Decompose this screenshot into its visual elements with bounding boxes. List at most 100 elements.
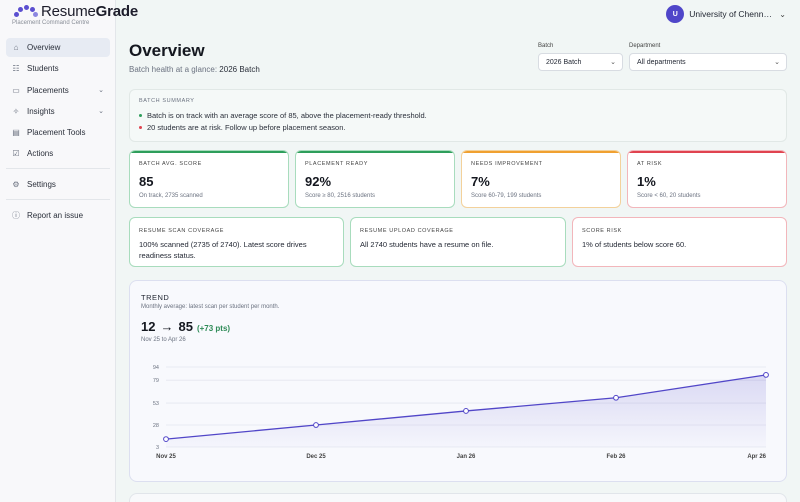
sidebar-item-placements[interactable]: ▭ Placements ⌄ — [6, 81, 110, 100]
sidebar-item-overview[interactable]: ⌂ Overview — [6, 38, 110, 57]
batch-filter-label: Batch — [538, 43, 554, 49]
kpi-title: BATCH AVG. SCORE — [139, 161, 202, 167]
summary-line: 20 students are at risk. Follow up befor… — [139, 123, 345, 132]
kpi-placement-ready[interactable]: PLACEMENT READY 92% Score ≥ 80, 2516 stu… — [295, 150, 455, 208]
data-point — [163, 436, 169, 442]
y-tick-label: 79 — [153, 378, 159, 384]
y-tick-label: 94 — [153, 365, 159, 371]
kpi-subtext: Score < 60, 20 students — [637, 193, 701, 199]
trend-headline: 12 → 85 (+73 pts) — [141, 319, 231, 334]
y-tick-label: 28 — [153, 423, 159, 429]
divider — [6, 168, 110, 170]
home-icon: ⌂ — [13, 43, 19, 52]
data-point — [613, 394, 619, 401]
card-text: All 2740 students have a resume on file. — [360, 240, 494, 249]
sidebar-item-settings[interactable]: ⚙ Settings — [6, 175, 110, 194]
batch-name: 2026 Batch — [219, 65, 260, 74]
page-subtitle: Batch health at a glance: 2026 Batch — [129, 65, 260, 74]
organization-name: University of Chennai... — [689, 9, 776, 19]
x-tick-label: Dec 25 — [306, 454, 326, 460]
kpi-value: 7% — [471, 174, 490, 189]
user-menu[interactable]: U University of Chennai... ⌄ — [666, 5, 786, 23]
kpi-needs-improvement[interactable]: NEEDS IMPROVEMENT 7% Score 60-79, 199 st… — [461, 150, 621, 208]
batch-summary-card: BATCH SUMMARY Batch is on track with an … — [129, 89, 787, 142]
batch-filter: Batch 2026 Batch ⌄ — [538, 43, 623, 71]
sidebar-item-report-issue[interactable]: ⓘ Report an issue — [6, 206, 110, 225]
avatar: U — [666, 5, 685, 23]
sidebar-item-actions[interactable]: ☑ Actions — [6, 144, 110, 163]
trend-card: TREND Monthly average: latest scan per s… — [129, 280, 787, 482]
chevron-down-icon: ⌄ — [98, 108, 104, 116]
trend-to: 85 — [178, 319, 193, 334]
sidebar-item-label: Insights — [27, 106, 55, 116]
next-section-card — [129, 493, 787, 502]
chevron-down-icon: ⌄ — [774, 59, 780, 66]
batch-select[interactable]: 2026 Batch ⌄ — [538, 53, 623, 71]
resume-upload-coverage-card: RESUME UPLOAD COVERAGE All 2740 students… — [350, 217, 566, 267]
department-filter: Department All departments ⌄ — [629, 43, 787, 71]
clipboard-icon: ▤ — [12, 128, 20, 138]
kpi-subtext: On track, 2735 scanned — [139, 193, 203, 199]
kpi-title: AT RISK — [637, 161, 663, 167]
status-dot-red — [139, 126, 142, 129]
trend-title: TREND — [141, 293, 170, 302]
kpi-at-risk[interactable]: AT RISK 1% Score < 60, 20 students — [627, 150, 787, 208]
page-title: Overview — [129, 41, 205, 60]
card-text: 100% scanned (2735 of 2740). Latest scor… — [139, 240, 307, 260]
sidebar-item-placement-tools[interactable]: ▤ Placement Tools — [6, 123, 110, 142]
kpi-value: 1% — [637, 174, 656, 189]
score-risk-card: SCORE RISK 1% of students below score 60… — [572, 217, 787, 267]
sidebar-item-label: Settings — [27, 180, 56, 190]
trend-subtitle: Monthly average: latest scan per student… — [141, 304, 280, 310]
sidebar-item-students[interactable]: ☷ Students — [6, 59, 110, 78]
resume-scan-coverage-card: RESUME SCAN COVERAGE 100% scanned (2735 … — [129, 217, 344, 267]
users-icon: ☷ — [12, 64, 20, 74]
x-tick-label: Jan 26 — [457, 454, 476, 460]
trend-from: 12 — [141, 319, 156, 334]
summary-line: Batch is on track with an average score … — [139, 111, 427, 120]
kpi-value: 92% — [305, 174, 332, 189]
x-tick-label: Feb 26 — [606, 454, 626, 460]
card-text: 1% of students below score 60. — [582, 240, 687, 249]
status-dot-green — [139, 114, 142, 117]
checkbox-icon: ☑ — [12, 149, 20, 159]
brand-subtitle: Placement Command Centre — [12, 20, 90, 26]
data-point — [463, 408, 469, 414]
x-tick-label: Apr 26 — [747, 454, 766, 460]
sidebar-item-label: Placement Tools — [27, 128, 86, 138]
data-point — [313, 422, 319, 428]
brand-name-part2: Grade — [95, 2, 139, 20]
card-title: SCORE RISK — [582, 228, 622, 234]
chevron-down-icon: ⌄ — [610, 59, 616, 66]
kpi-batch-avg-score[interactable]: BATCH AVG. SCORE 85 On track, 2735 scann… — [129, 150, 289, 208]
y-tick-label: 53 — [153, 401, 159, 407]
kpi-subtext: Score ≥ 80, 2516 students — [305, 193, 376, 199]
briefcase-icon: ▭ — [12, 85, 20, 95]
batch-summary-label: BATCH SUMMARY — [139, 98, 195, 104]
gear-icon: ⚙ — [12, 180, 20, 190]
kpi-title: NEEDS IMPROVEMENT — [471, 161, 543, 167]
x-tick-label: Nov 25 — [156, 454, 176, 460]
sidebar: ResumeGrade Placement Command Centre ⌂ O… — [0, 0, 138, 502]
alert-circle-icon: ⓘ — [12, 211, 20, 221]
sidebar-item-label: Placements — [27, 85, 69, 95]
kpi-subtext: Score 60-79, 199 students — [471, 193, 542, 199]
brand-name-part1: Resume — [41, 2, 96, 20]
sidebar-item-label: Students — [27, 64, 59, 74]
y-tick-label: 3 — [156, 445, 159, 451]
sidebar-item-insights[interactable]: ✧ Insights ⌄ — [6, 102, 110, 121]
bulb-icon: ✧ — [12, 106, 20, 116]
trend-range: Nov 25 to Apr 26 — [141, 337, 186, 343]
card-title: RESUME UPLOAD COVERAGE — [360, 228, 454, 234]
brand-logo[interactable]: ResumeGrade — [12, 2, 138, 20]
department-select[interactable]: All departments ⌄ — [629, 53, 787, 71]
kpi-value: 85 — [139, 174, 154, 189]
trend-chart: 94 79 53 28 3 Nov 25 Dec 25 Jan 26 Feb 26 Apr 26 — [153, 365, 769, 460]
data-point — [763, 372, 769, 378]
department-filter-label: Department — [629, 43, 661, 49]
trend-delta: (+73 pts) — [196, 324, 231, 333]
chevron-down-icon: ⌄ — [779, 9, 786, 19]
sidebar-nav: ⌂ Overview ☷ Students ▭ Placements ⌄ ✧ I… — [6, 38, 110, 228]
sidebar-item-label: Overview — [27, 43, 61, 52]
sidebar-item-label: Report an issue — [27, 211, 84, 221]
